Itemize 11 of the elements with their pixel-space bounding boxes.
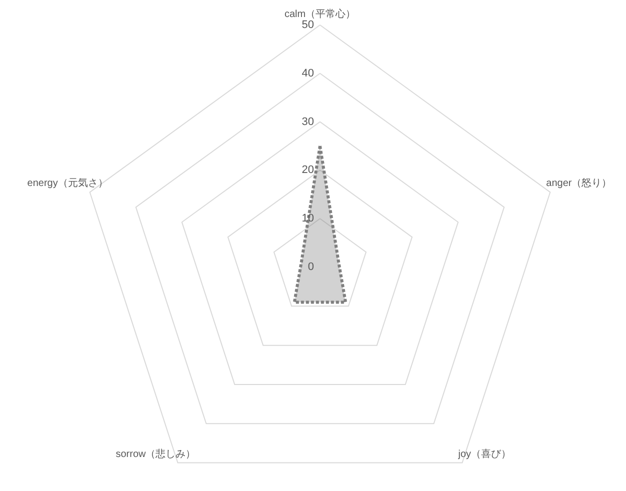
- spoke-label: calm（平常心）: [284, 8, 356, 20]
- spoke-label: energy（元気さ）: [27, 178, 108, 190]
- y-tick-label: 40: [302, 67, 314, 80]
- spoke-label: sorrow（悲しみ）: [116, 448, 196, 460]
- spoke-label: joy（喜び）: [457, 448, 512, 460]
- y-tick-label: 0: [308, 261, 314, 273]
- spoke-label: anger（怒り）: [546, 177, 612, 190]
- y-tick-label: 30: [302, 116, 314, 128]
- y-tick-label: 20: [302, 164, 314, 176]
- y-tick-label: 50: [302, 19, 314, 31]
- y-tick-label: 10: [302, 212, 314, 225]
